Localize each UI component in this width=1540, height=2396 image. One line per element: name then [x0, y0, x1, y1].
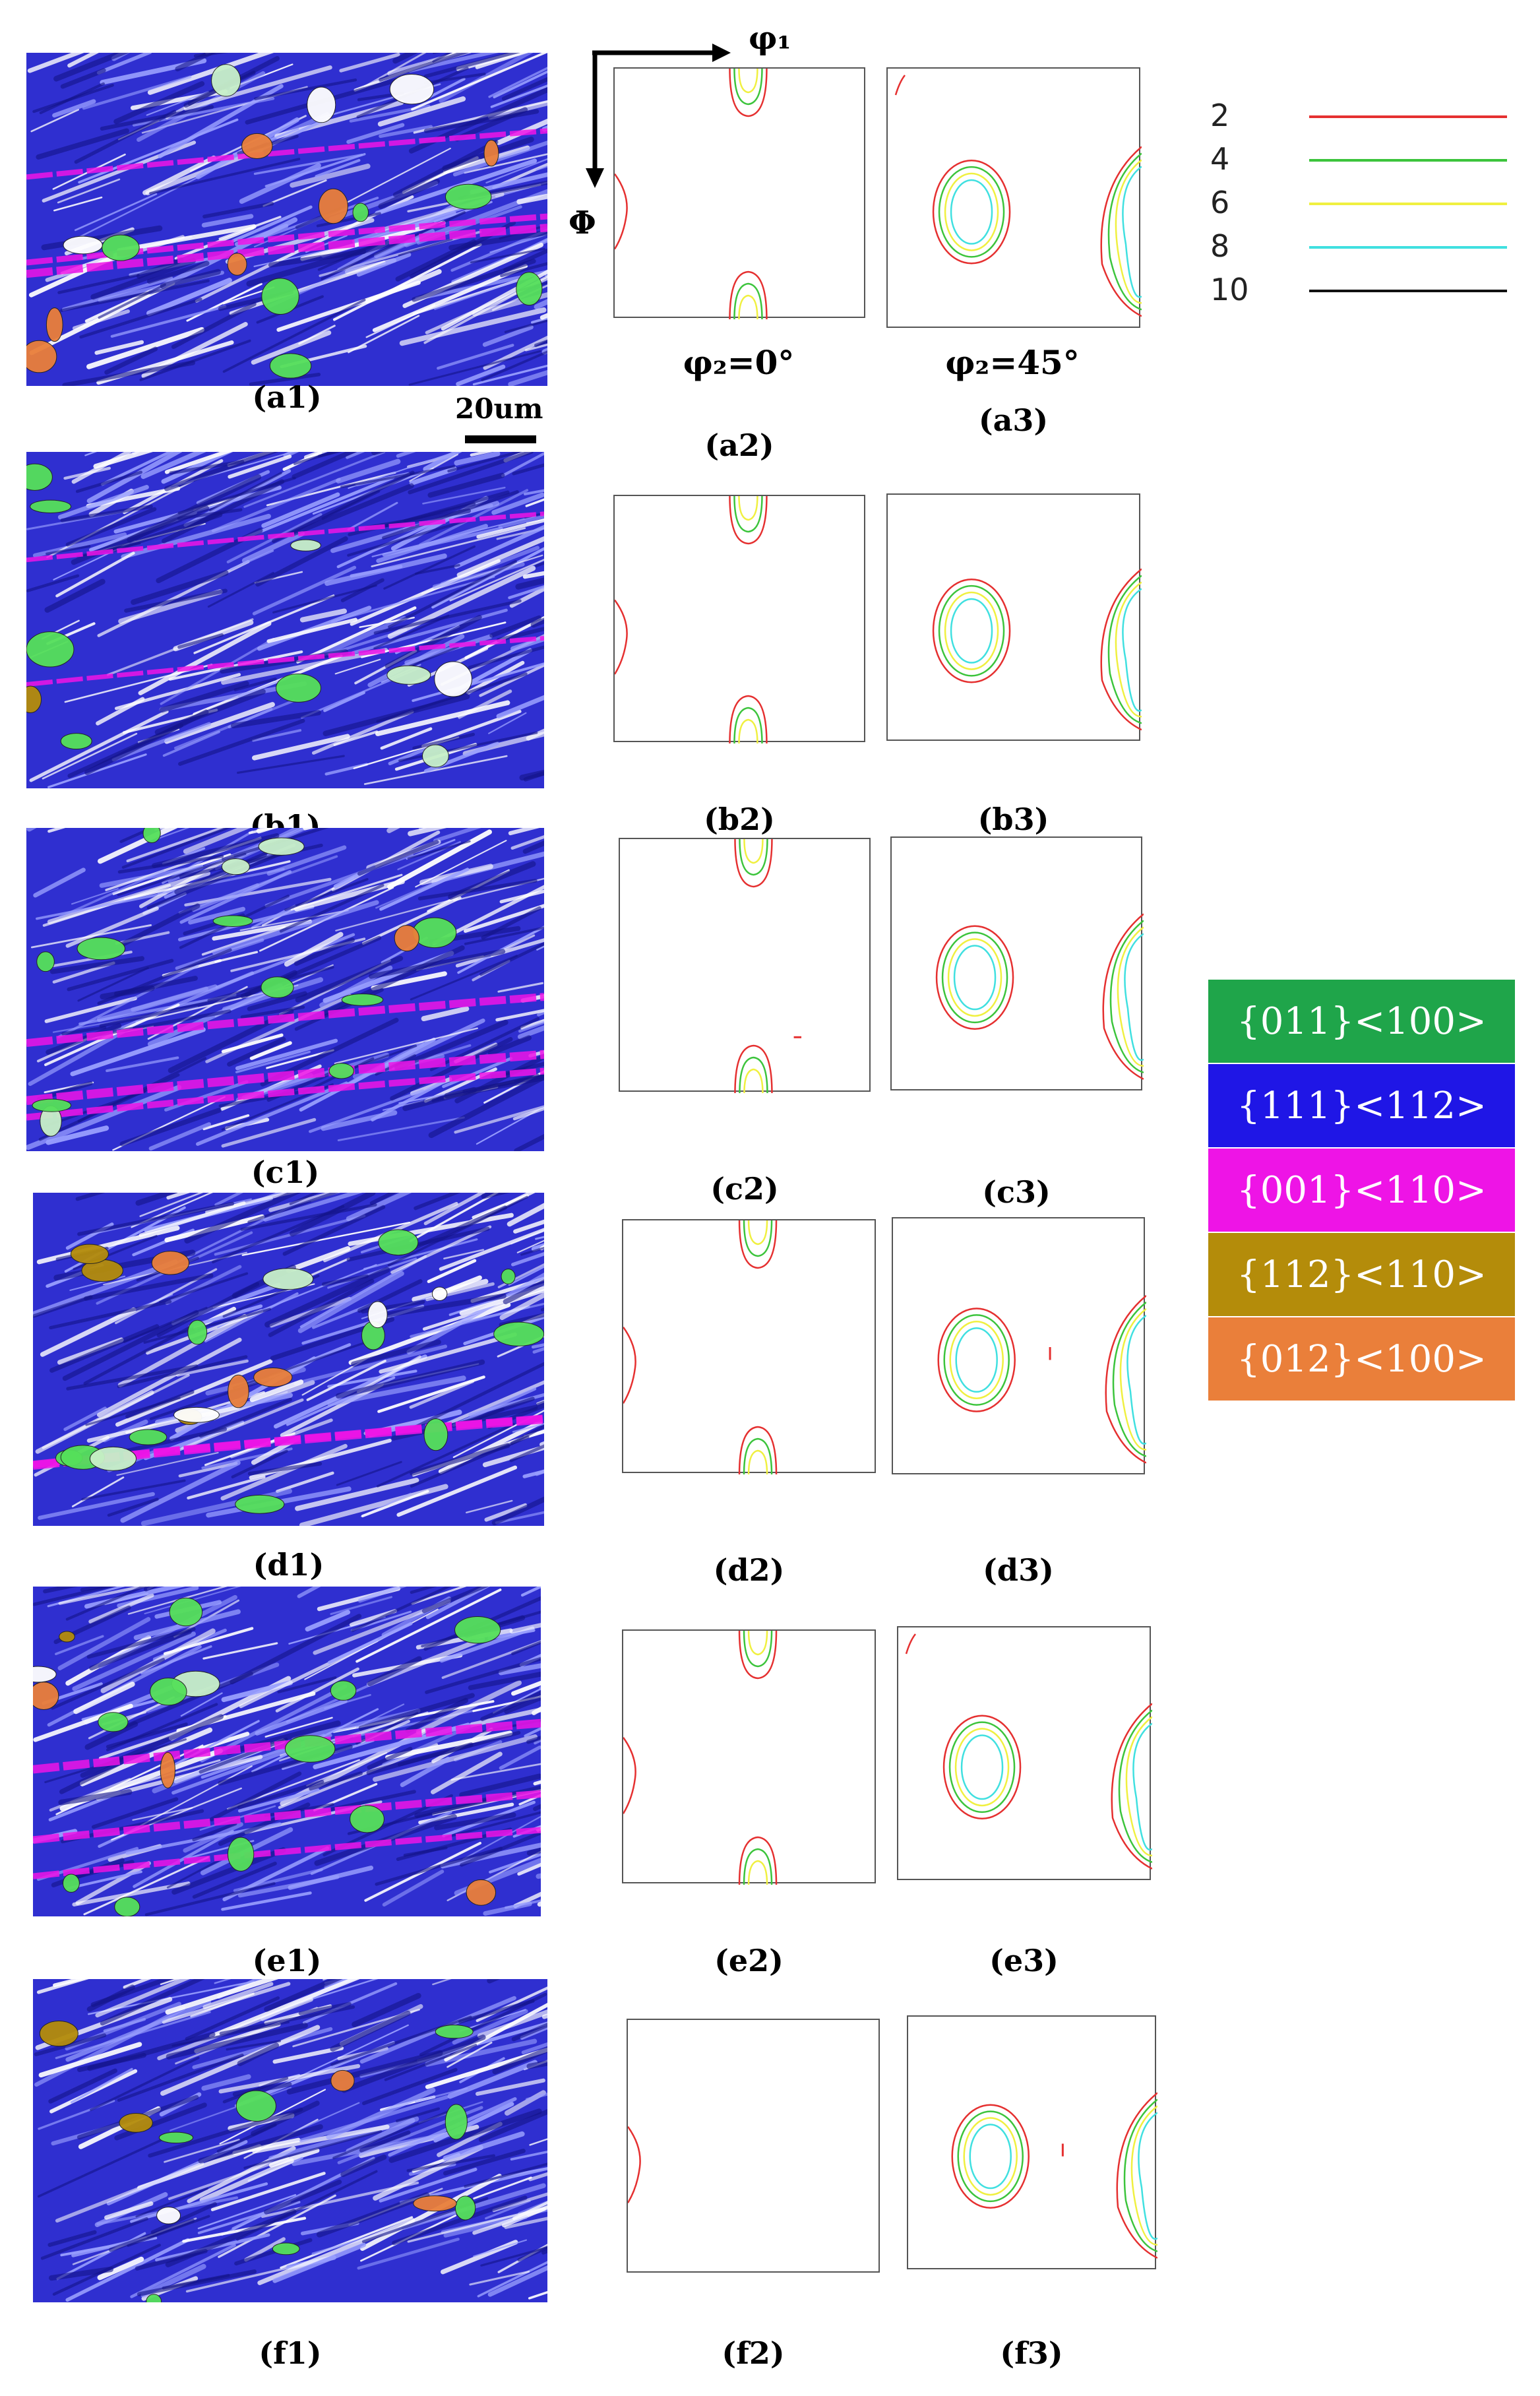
contour-swatch-8 [1309, 246, 1507, 249]
contour-level: 2 [1210, 98, 1230, 133]
contour-legend-item: 2 [1210, 98, 1540, 137]
texture-legend-goss: {011}<100> [1208, 980, 1515, 1064]
panel-label: (e2) [714, 1943, 784, 1978]
panel-label: (b3) [977, 802, 1049, 837]
axis-arrows [586, 44, 731, 188]
odf-section-phi2-45 [907, 2015, 1157, 2269]
odf-section-phi2-0 [619, 838, 871, 1093]
ebsd-map-image [33, 1979, 547, 2302]
odf-contours [615, 69, 768, 319]
texture-legend-rotated-cube: {001}<110> [1208, 1149, 1515, 1233]
panel-label: (a2) [704, 427, 774, 463]
odf-contours [937, 1295, 1146, 1464]
contour-level: 10 [1210, 272, 1249, 307]
contour-swatch-2 [1309, 115, 1507, 118]
odf-section-phi2-45 [886, 67, 1142, 328]
texture-legend: {011}<100> {111}<112> {001}<110> {112}<1… [1208, 980, 1515, 1402]
odf-contours [905, 1633, 1152, 1870]
odf-section-phi2-45 [892, 1217, 1146, 1474]
scale-bar [465, 435, 536, 443]
section-title-phi2-45: φ₂=45° [945, 343, 1080, 382]
odf-contours [935, 913, 1144, 1080]
contour-legend-item: 8 [1210, 228, 1540, 268]
panel-label: (e1) [252, 1943, 322, 1978]
scale-bar-label: 20um [455, 393, 543, 425]
odf-contours [894, 75, 1142, 317]
panel-label: (d3) [983, 1552, 1054, 1588]
panel-label: (c1) [251, 1154, 320, 1190]
ebsd-orientation-map [33, 1193, 544, 1526]
panel-label: (c2) [710, 1171, 779, 1207]
contour-level: 8 [1210, 228, 1230, 264]
contour-legend: 2 4 6 8 10 [1210, 98, 1540, 315]
odf-section-phi2-45 [886, 493, 1142, 741]
contour-legend-item: 10 [1210, 272, 1540, 311]
panel-label: (a1) [252, 379, 322, 415]
odf-contours [623, 1631, 778, 1885]
contour-level: 6 [1210, 185, 1230, 220]
phi1-label: φ₁ [749, 20, 791, 57]
contour-swatch-6 [1309, 203, 1507, 205]
odf-contours [628, 2126, 641, 2203]
panel-label: (d2) [713, 1552, 785, 1588]
odf-section-phi2-0 [622, 1629, 876, 1885]
panel-label: (c3) [982, 1174, 1051, 1210]
ebsd-orientation-map [26, 53, 547, 386]
contour-legend-item: 4 [1210, 141, 1540, 181]
texture-legend-012-100: {012}<100> [1208, 1317, 1515, 1402]
panel-label: (d1) [253, 1547, 324, 1583]
ebsd-orientation-map [33, 1587, 541, 1916]
ebsd-orientation-map [26, 828, 544, 1151]
odf-section-phi2-45 [890, 836, 1144, 1090]
odf-section-phi2-0 [613, 495, 865, 743]
odf-contours [932, 568, 1142, 731]
ebsd-map-image [33, 1587, 541, 1916]
contour-swatch-4 [1309, 159, 1507, 162]
panel-label: (a3) [978, 402, 1049, 438]
panel-label: (f2) [722, 2335, 785, 2371]
odf-section-phi2-0 [622, 1219, 876, 1474]
contour-legend-item: 6 [1210, 185, 1540, 224]
odf-contours [951, 2092, 1157, 2259]
ebsd-map-image [26, 53, 547, 386]
panel-label: (b2) [704, 802, 775, 837]
ebsd-map-image [26, 828, 544, 1151]
ebsd-map-image [26, 452, 544, 788]
ebsd-map-image [33, 1193, 544, 1526]
ebsd-orientation-map [33, 1979, 547, 2302]
ebsd-orientation-map [26, 452, 544, 788]
panel-label: (f1) [259, 2335, 322, 2371]
panel-label: (e3) [989, 1943, 1059, 1978]
contour-swatch-10 [1309, 290, 1507, 292]
odf-section-phi2-45 [897, 1626, 1152, 1880]
odf-section-phi2-0 [613, 67, 865, 319]
panel-label: (f3) [1000, 2335, 1063, 2371]
section-title-phi2-0: φ₂=0° [683, 343, 795, 382]
Phi-label: Φ [569, 205, 596, 241]
odf-contours [734, 839, 802, 1093]
texture-legend-112-110: {112}<110> [1208, 1233, 1515, 1317]
odf-contours [615, 496, 768, 743]
contour-level: 4 [1210, 141, 1230, 177]
odf-section-phi2-0 [627, 2019, 880, 2273]
odf-contours [623, 1220, 778, 1474]
texture-legend-gamma: {111}<112> [1208, 1064, 1515, 1149]
